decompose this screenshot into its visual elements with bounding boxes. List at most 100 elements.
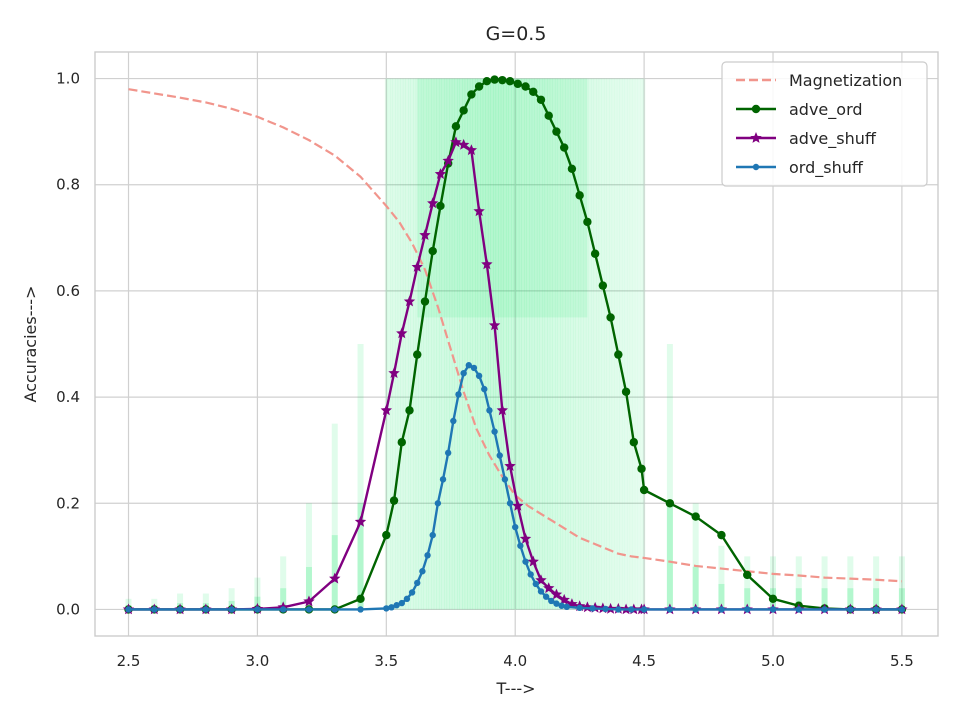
y-tick-label: 0.8 (56, 176, 80, 194)
data-point (176, 606, 184, 613)
data-point (419, 229, 431, 241)
cloud-sparse-core (744, 588, 751, 610)
data-point (552, 127, 561, 136)
data-point (403, 295, 416, 307)
data-point (575, 191, 584, 200)
data-point (598, 281, 608, 290)
data-point (550, 588, 563, 600)
cloud-sparse-bar (331, 423, 338, 610)
data-point (548, 597, 555, 605)
cloud-sparse-core (331, 535, 338, 610)
x-tick-label: 4.5 (632, 652, 656, 670)
cloud-sparse-bar (177, 593, 184, 610)
data-point (429, 531, 436, 539)
data-point (488, 319, 501, 331)
data-point (501, 476, 509, 483)
data-point (529, 87, 538, 97)
data-point (457, 138, 470, 150)
data-point (305, 606, 313, 613)
data-point (473, 205, 485, 217)
data-point (434, 168, 447, 179)
cloud-sparse-bar (718, 545, 725, 610)
data-point (413, 350, 422, 359)
data-point (590, 249, 600, 258)
x-tick-label: 3.5 (374, 652, 398, 670)
series-layer (122, 75, 908, 615)
data-point (434, 500, 442, 507)
data-point (563, 603, 570, 610)
data-point (505, 77, 515, 86)
data-point (424, 552, 431, 559)
data-point (751, 104, 761, 114)
data-point (496, 404, 509, 416)
y-tick-label: 1.0 (56, 70, 80, 88)
legend-box (721, 61, 928, 187)
data-point (544, 111, 553, 120)
legend-item-adve_ord: adve_ord (736, 100, 863, 120)
data-point (403, 595, 411, 603)
data-point (411, 261, 423, 272)
data-point (628, 606, 635, 613)
data-point (356, 594, 365, 604)
data-point (821, 606, 828, 613)
data-point (388, 367, 400, 379)
legend: Magnetization adve_ord adve_shuff ord_shuff (721, 61, 928, 187)
data-point (388, 604, 395, 611)
series-adve_shuff (122, 136, 908, 615)
data-point (228, 606, 235, 613)
data-point (614, 350, 623, 359)
cloud-sparse-bar (744, 556, 751, 610)
legend-item-Magnetization: Magnetization (736, 71, 902, 90)
data-point (357, 606, 364, 613)
cloud-sparse-core (821, 588, 828, 610)
data-point (768, 594, 778, 604)
data-point (795, 606, 802, 613)
cloud-sparse-bar (821, 556, 828, 610)
cloud-sparse-bar (666, 344, 673, 610)
data-point (202, 606, 210, 613)
data-point (504, 460, 516, 471)
cloud-sparse-bar (280, 556, 287, 610)
data-point (496, 452, 503, 459)
data-point (444, 449, 452, 457)
data-point (559, 143, 569, 152)
series-ord_shuff (125, 362, 906, 613)
data-point (517, 542, 524, 549)
cloud-sparse-bar (873, 556, 880, 610)
data-point (621, 387, 631, 396)
x-tick-label: 4.0 (503, 652, 527, 670)
data-point (427, 197, 439, 209)
data-point (450, 136, 462, 148)
data-point (498, 75, 507, 85)
data-point (640, 606, 648, 613)
data-point (583, 217, 592, 227)
data-point (542, 593, 550, 600)
data-point (752, 163, 760, 171)
data-point (428, 246, 437, 256)
data-point (665, 499, 675, 508)
data-point (512, 523, 519, 531)
legend-label: Magnetization (789, 71, 902, 90)
data-point (898, 606, 906, 613)
cloud-sparse-bar (770, 556, 777, 610)
data-point (354, 515, 367, 527)
cloud-sparse-bar (898, 556, 905, 610)
cloud-sparse-bar (202, 593, 209, 610)
data-point (486, 407, 493, 414)
data-point (576, 604, 583, 612)
data-point (558, 602, 565, 609)
legend-item-ord_shuff: ord_shuff (736, 158, 864, 178)
data-point (606, 313, 615, 322)
data-point (543, 582, 555, 594)
data-point (537, 588, 545, 595)
chart-title: G=0.5 (486, 23, 547, 45)
y-tick-label: 0.4 (56, 388, 80, 406)
data-point (691, 512, 700, 521)
cloud-sparse-core (873, 588, 880, 610)
data-point (451, 122, 461, 131)
data-point (475, 372, 483, 380)
cloud-core (417, 78, 588, 318)
data-point (743, 570, 752, 580)
